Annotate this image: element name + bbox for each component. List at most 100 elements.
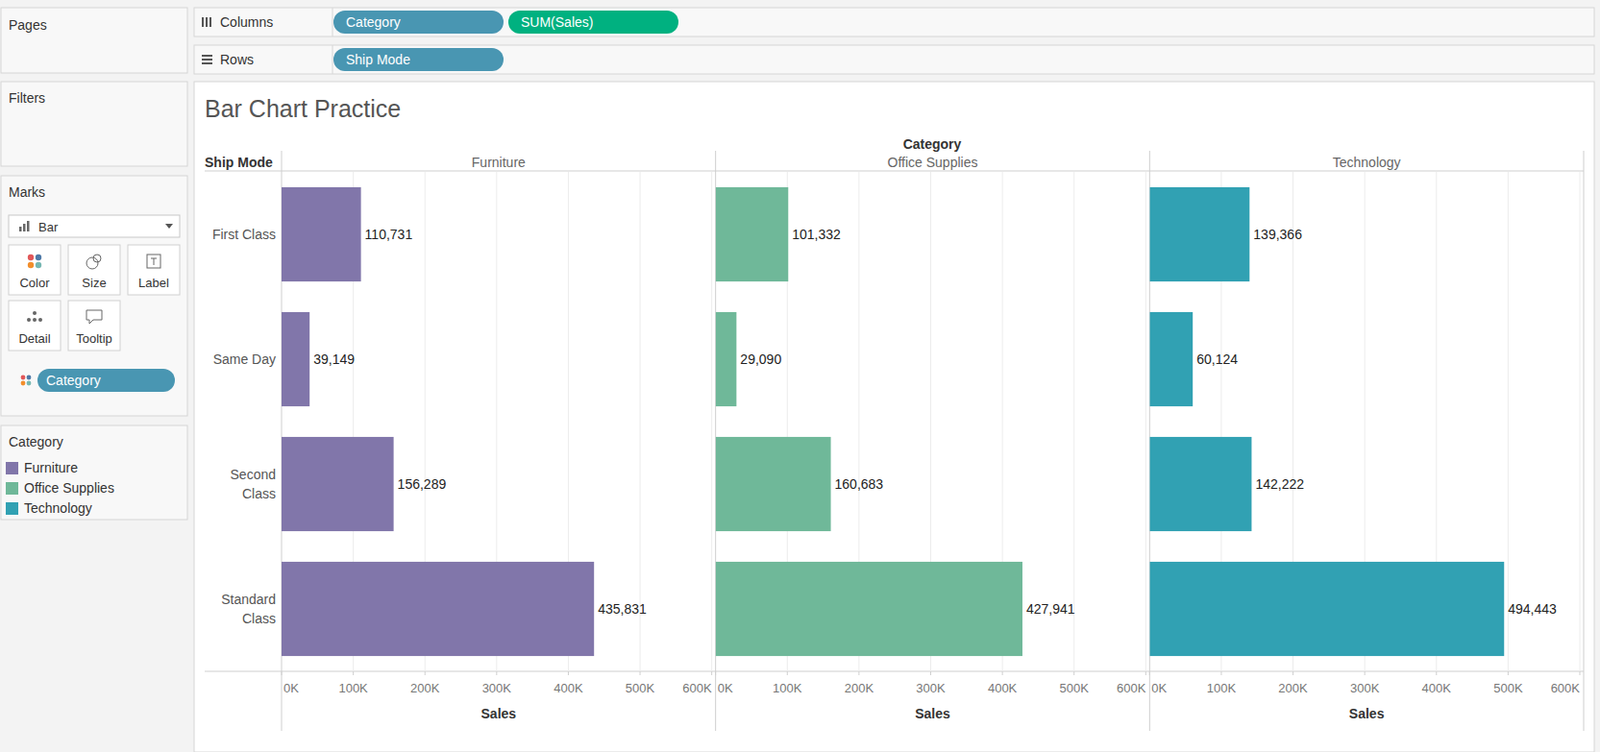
data-label: 160,683 — [835, 476, 885, 493]
mark-button-label: Tooltip — [75, 331, 113, 346]
bar — [1149, 312, 1193, 407]
bars — [1149, 187, 1504, 657]
data-label: 139,366 — [1253, 226, 1303, 243]
chart-area — [194, 81, 1595, 752]
tick-label: 400K — [553, 681, 584, 696]
color-icon — [21, 375, 26, 381]
data-label: 101,332 — [791, 226, 841, 243]
pill[interactable] — [508, 10, 679, 34]
tick-label: 300K — [1350, 681, 1380, 696]
mark-button-label: Detail — [18, 331, 50, 346]
title: Bar Chart Practice — [204, 95, 401, 123]
icon — [26, 318, 31, 322]
tick-mark — [714, 671, 716, 676]
bar-icon — [26, 221, 30, 232]
tick-label: 500K — [625, 681, 656, 696]
bar — [281, 187, 362, 282]
mark-type-dropdown[interactable] — [8, 215, 180, 238]
bars — [715, 187, 1023, 657]
category-label: SecondClass — [230, 467, 276, 502]
tick-label: 100K — [1206, 681, 1237, 696]
pill[interactable] — [333, 48, 504, 72]
pill-label: Ship Mode — [345, 51, 411, 68]
data-label: 435,831 — [597, 601, 647, 617]
bar — [281, 312, 310, 407]
icon — [38, 318, 43, 322]
grid-line — [640, 172, 641, 672]
legend-title: Category — [8, 434, 64, 450]
legend-entry: Office Supplies — [24, 480, 115, 496]
mark-button-label: Size — [81, 275, 106, 291]
grid-line — [1579, 172, 1581, 672]
tick-mark — [1364, 671, 1366, 676]
icon — [35, 262, 42, 269]
tick-mark — [640, 671, 641, 676]
category-line: Standard — [221, 591, 276, 608]
shelf-icon — [201, 58, 213, 61]
shelf-icon — [201, 17, 204, 27]
marks-pill[interactable] — [37, 369, 175, 393]
tick-label: 100K — [772, 681, 803, 696]
mark-button[interactable] — [8, 245, 61, 296]
category-line: Class — [242, 611, 276, 627]
tick-mark — [711, 671, 713, 676]
shelf — [194, 7, 1595, 37]
shelf-icon — [209, 17, 212, 27]
bars — [281, 187, 594, 657]
icon — [35, 254, 42, 261]
tick-label: 300K — [915, 681, 946, 696]
grid-line — [1073, 172, 1075, 672]
tick-mark — [1292, 671, 1294, 676]
tick-mark — [1220, 671, 1222, 676]
shelf-label: Columns — [220, 14, 273, 30]
icon — [27, 254, 34, 261]
data-label: 156,289 — [397, 476, 447, 493]
header-line — [204, 171, 1584, 173]
tick-label: 600K — [1116, 681, 1147, 696]
tick-label: 500K — [1493, 681, 1524, 696]
mark-button[interactable] — [68, 300, 121, 351]
color-icon — [26, 381, 32, 387]
panel-header: Technology — [1332, 154, 1402, 171]
bar — [715, 312, 738, 407]
bar — [715, 437, 832, 532]
tick-mark — [858, 671, 860, 676]
icon — [32, 311, 37, 316]
data-label: 39,149 — [313, 351, 355, 368]
mark-type: Bar — [38, 220, 59, 235]
panel-header: Office Supplies — [887, 154, 979, 171]
icon — [147, 254, 161, 269]
pill[interactable] — [333, 10, 504, 34]
icon — [32, 318, 37, 322]
screen: PagesFiltersMarksBarColorSizeLabelDetail… — [0, 0, 1600, 752]
panel-header: Furniture — [471, 154, 526, 171]
shelf-icon — [201, 54, 213, 57]
tick-label: 0K — [717, 681, 734, 696]
bar — [1149, 437, 1252, 532]
axis-label: Sales — [481, 706, 517, 722]
bar-icon — [23, 223, 26, 232]
tick-mark — [1507, 671, 1509, 676]
marks-title: Marks — [8, 184, 46, 200]
tick-label: 400K — [1422, 681, 1453, 696]
tick-mark — [281, 671, 283, 676]
tick-label: 0K — [1151, 681, 1167, 696]
tick-mark — [424, 671, 426, 676]
row-header: Ship Mode — [204, 154, 273, 171]
mark-button[interactable] — [8, 300, 61, 351]
tick-label: 200K — [844, 681, 875, 696]
pill-label: SUM(Sales) — [520, 14, 593, 30]
tick-label: 200K — [410, 681, 441, 696]
data-label: 494,443 — [1507, 601, 1557, 617]
mark-button[interactable] — [127, 245, 180, 296]
category-label: Same Day — [213, 351, 276, 368]
mark-button[interactable] — [68, 245, 121, 296]
bar-icon — [19, 226, 23, 232]
tick-mark — [1073, 671, 1075, 676]
shelf — [194, 45, 1595, 74]
shelf-icon — [201, 62, 213, 65]
data-label: 110,731 — [365, 226, 414, 243]
data-label: 60,124 — [1196, 351, 1238, 368]
tick-mark — [352, 671, 354, 676]
tick-label: 200K — [1278, 681, 1308, 696]
